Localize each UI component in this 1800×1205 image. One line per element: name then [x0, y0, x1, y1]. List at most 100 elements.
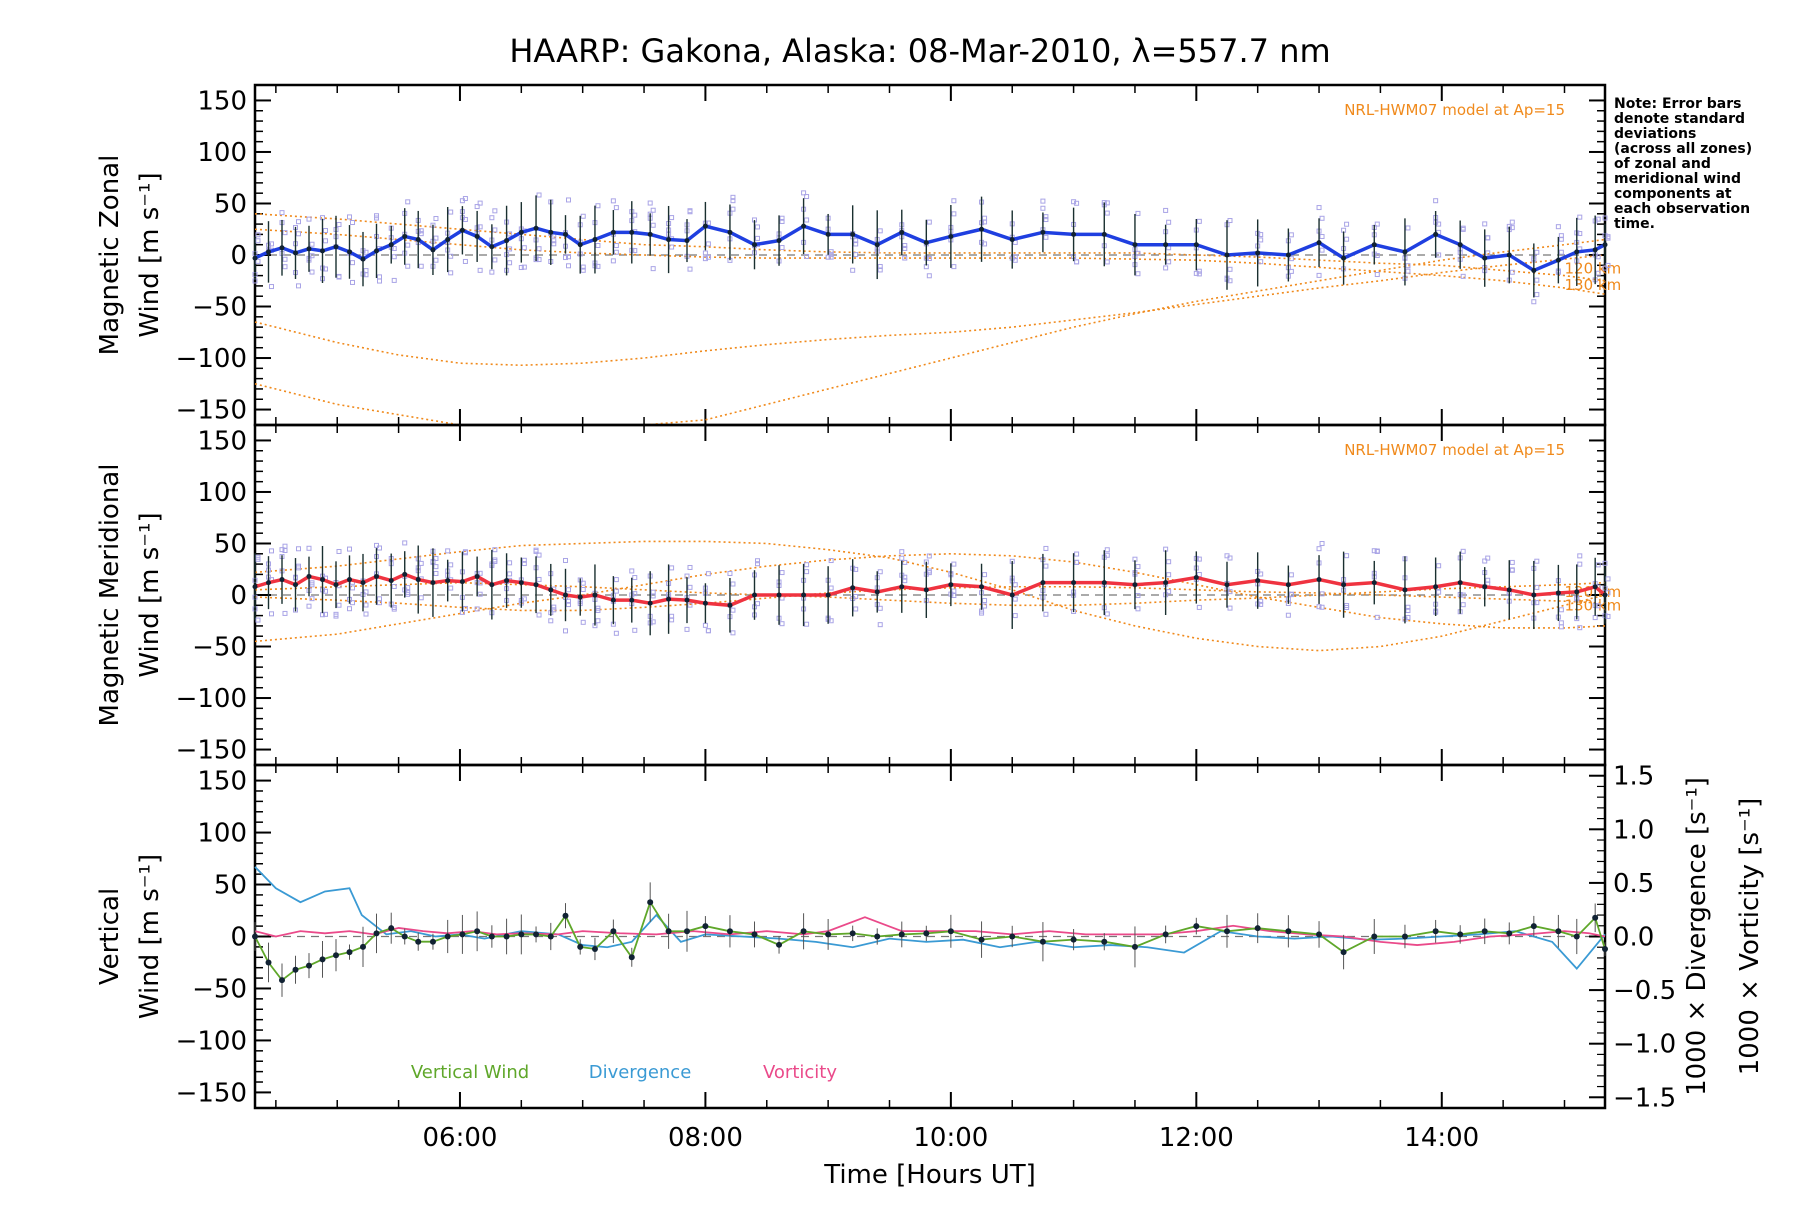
mean-point	[548, 587, 554, 593]
zone-sample	[1196, 271, 1202, 277]
x-tick-label: 10:00	[913, 1123, 988, 1153]
mean-point	[252, 584, 258, 590]
y-tick-label: 50	[214, 189, 247, 219]
zone-sample	[1405, 263, 1411, 269]
zone-sample	[282, 548, 288, 554]
mean-point	[577, 242, 583, 248]
mean-point	[666, 237, 672, 243]
mean-point	[727, 602, 733, 608]
zone-sample	[877, 267, 883, 273]
zone-sample	[323, 228, 328, 234]
zone-sample	[566, 254, 571, 260]
zone-sample	[1558, 236, 1564, 242]
zone-sample	[402, 540, 408, 546]
mean-point	[1040, 580, 1046, 586]
y2-tick-label: 0.0	[1613, 923, 1654, 953]
zone-sample	[1288, 268, 1294, 274]
zone-sample	[1602, 560, 1608, 566]
mean-point	[1531, 592, 1537, 598]
zone-sample	[350, 600, 355, 606]
zone-sample	[730, 194, 736, 200]
mean-point	[801, 223, 807, 229]
zone-sample	[779, 621, 785, 627]
zone-sample	[336, 273, 342, 279]
mean-point	[293, 582, 298, 588]
zone-sample	[418, 231, 424, 237]
y2-tick-label: −1.5	[1613, 1083, 1676, 1113]
mean-point	[1285, 252, 1291, 258]
mean-point	[1255, 578, 1261, 584]
zone-sample	[536, 612, 542, 618]
zone-sample	[825, 254, 831, 260]
panel-meridional: 150 100 50 0 −50 −100 −150 Magnetic Meridional W…	[95, 423, 1621, 767]
vertical-wind-point	[503, 933, 510, 940]
mean-point	[702, 223, 708, 229]
zone-sample	[309, 241, 315, 247]
zone-sample	[477, 580, 483, 586]
zone-sample	[1595, 270, 1601, 276]
zone-sample	[1344, 603, 1350, 609]
zone-sample	[521, 557, 527, 563]
zone-sample	[702, 256, 708, 262]
y-tick-label: 0	[230, 241, 247, 271]
zone-sample	[669, 244, 675, 250]
zone-sample	[804, 569, 810, 575]
mean-point	[388, 578, 394, 584]
zone-sample	[350, 279, 355, 285]
zone-sample	[1074, 551, 1080, 557]
vertical-wind-point	[306, 962, 312, 969]
vertical-wind-point	[1457, 931, 1464, 938]
zone-sample	[580, 267, 586, 273]
zone-sample	[1534, 249, 1540, 255]
mean-point	[1555, 590, 1561, 596]
mean-point	[1132, 582, 1138, 588]
zone-sample	[1163, 207, 1169, 213]
x-tick-label: 06:00	[422, 1123, 497, 1153]
zone-sample	[877, 264, 883, 270]
vertical-wind-point	[978, 936, 985, 943]
zone-sample	[1104, 259, 1110, 265]
zone-sample	[632, 591, 638, 597]
legend-entry: Vertical Wind	[411, 1062, 529, 1083]
zone-sample	[1258, 571, 1264, 577]
zone-sample	[551, 604, 557, 610]
zone-sample	[926, 273, 932, 279]
zone-sample	[1227, 555, 1233, 561]
zone-sample	[1374, 548, 1380, 554]
zone-sample	[1166, 219, 1172, 225]
zone-sample	[877, 228, 883, 234]
zone-sample	[566, 602, 571, 608]
zone-sample	[1509, 559, 1515, 565]
zone-sample	[1374, 253, 1380, 259]
zone-sample	[1196, 604, 1202, 610]
zone-sample	[1163, 265, 1169, 271]
zone-sample	[1485, 250, 1491, 256]
zone-sample	[1166, 259, 1172, 265]
mean-point	[1193, 574, 1199, 580]
zone-sample	[1534, 584, 1540, 590]
mean-point	[266, 249, 271, 255]
vertical-wind-point	[252, 933, 258, 940]
vertical-wind-point	[415, 938, 422, 945]
mean-point	[874, 242, 880, 248]
zone-sample	[684, 626, 690, 632]
zone-sample	[566, 598, 571, 604]
zone-sample	[727, 570, 733, 576]
zone-sample	[951, 211, 957, 217]
zone-sample	[507, 571, 513, 577]
zone-sample	[1534, 600, 1540, 606]
zone-sample	[595, 203, 601, 209]
model-curve	[254, 228, 1606, 295]
zone-sample	[1104, 547, 1110, 553]
mean-point	[518, 580, 524, 586]
zone-sample	[296, 231, 301, 237]
y-axis-title-line: Vertical	[95, 888, 125, 985]
zone-sample	[282, 230, 288, 236]
zone-sample	[687, 208, 693, 214]
zone-sample	[1074, 559, 1080, 565]
zone-sample	[632, 248, 638, 254]
zone-sample	[1592, 615, 1598, 621]
zone-sample	[1595, 254, 1601, 260]
vertical-wind-point	[874, 933, 881, 940]
zone-sample	[309, 596, 315, 602]
